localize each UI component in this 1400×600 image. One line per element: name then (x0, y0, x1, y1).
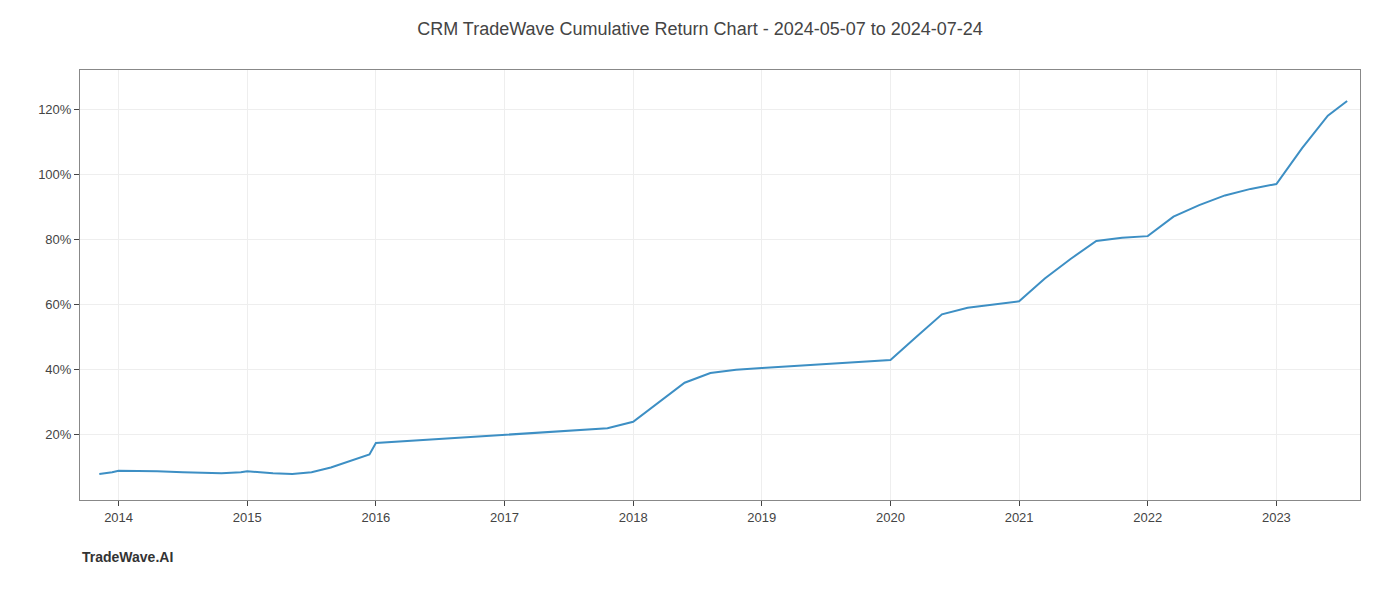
svg-text:120%: 120% (38, 102, 72, 117)
svg-text:2016: 2016 (361, 510, 390, 525)
svg-text:2014: 2014 (104, 510, 133, 525)
svg-text:2018: 2018 (619, 510, 648, 525)
svg-text:60%: 60% (45, 297, 71, 312)
svg-text:TradeWave.AI: TradeWave.AI (82, 549, 173, 565)
svg-text:2021: 2021 (1005, 510, 1034, 525)
svg-text:80%: 80% (45, 232, 71, 247)
svg-text:2015: 2015 (233, 510, 262, 525)
svg-text:20%: 20% (45, 427, 71, 442)
svg-text:100%: 100% (38, 167, 72, 182)
svg-text:40%: 40% (45, 362, 71, 377)
svg-text:2022: 2022 (1133, 510, 1162, 525)
svg-text:CRM TradeWave Cumulative Retur: CRM TradeWave Cumulative Return Chart - … (417, 19, 983, 39)
svg-text:2020: 2020 (876, 510, 905, 525)
svg-text:2023: 2023 (1262, 510, 1291, 525)
svg-text:2017: 2017 (490, 510, 519, 525)
svg-text:2019: 2019 (747, 510, 776, 525)
